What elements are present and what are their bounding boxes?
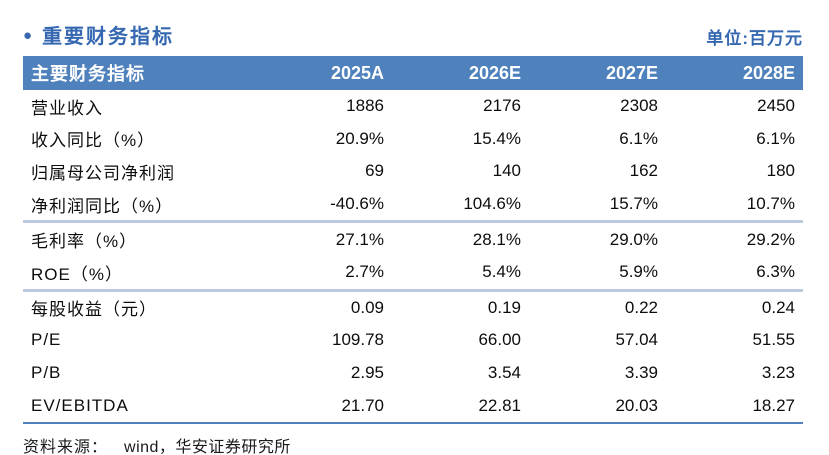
cell-value: 104.6% bbox=[463, 194, 521, 214]
cell-value: 21.70 bbox=[341, 395, 384, 415]
row-label: ROE（%） bbox=[31, 264, 123, 284]
cell-value: 2176 bbox=[483, 96, 521, 116]
source-footer: 资料来源： wind，华安证券研究所 bbox=[23, 433, 829, 455]
source-value: wind，华安证券研究所 bbox=[124, 438, 291, 455]
header-cell-label: 主要财务指标 bbox=[31, 64, 145, 84]
cell-value: 2.95 bbox=[350, 363, 384, 383]
row-label: 收入同比（%） bbox=[31, 131, 156, 151]
cell-value: 2450 bbox=[757, 96, 795, 116]
cell-value: 3.39 bbox=[624, 363, 658, 383]
cell-value: 6.1% bbox=[619, 128, 658, 148]
table-row-roe: ROE（%） 2.7% 5.4% 5.9% 6.3% bbox=[23, 256, 803, 289]
table-row-pe: P/E 109.78 66.00 57.04 51.55 bbox=[23, 324, 803, 357]
row-label: 营业收入 bbox=[31, 98, 103, 118]
cell-value: 1886 bbox=[346, 96, 384, 116]
table-body: 营业收入 1886 2176 2308 2450 收入同比（%） 20.9% 1… bbox=[23, 90, 803, 424]
cell-value: 20.9% bbox=[335, 128, 384, 148]
table-row-revenue: 营业收入 1886 2176 2308 2450 bbox=[23, 90, 803, 123]
cell-value: 15.4% bbox=[472, 128, 521, 148]
table-row-eps: 每股收益（元） 0.09 0.19 0.22 0.24 bbox=[23, 288, 803, 325]
cell-value: 28.1% bbox=[472, 229, 521, 249]
cell-value: 0.09 bbox=[350, 297, 384, 317]
cell-value: 20.03 bbox=[615, 395, 658, 415]
header-cell-2027E: 2027E bbox=[605, 62, 658, 83]
cell-value: 22.81 bbox=[478, 395, 521, 415]
row-label: EV/EBITDA bbox=[31, 395, 129, 415]
table-row-gross-margin: 毛利率（%） 27.1% 28.1% 29.0% 29.2% bbox=[23, 220, 803, 256]
cell-value: -40.6% bbox=[330, 194, 384, 214]
cell-value: 140 bbox=[492, 161, 521, 181]
cell-value: 5.4% bbox=[482, 262, 521, 282]
row-label: P/B bbox=[31, 363, 62, 383]
unit-label: 单位:百万元 bbox=[706, 29, 803, 48]
row-label: 归属母公司净利润 bbox=[31, 163, 175, 183]
table-header-bar: ● 重要财务指标 单位:百万元 bbox=[23, 24, 803, 49]
cell-value: 162 bbox=[629, 161, 658, 181]
cell-value: 0.22 bbox=[624, 297, 658, 317]
table-header-row: 主要财务指标 2025A 2026E 2027E 2028E bbox=[23, 56, 803, 90]
section-title-wrap: ● 重要财务指标 bbox=[23, 20, 174, 49]
cell-value: 18.27 bbox=[752, 395, 795, 415]
cell-value: 69 bbox=[365, 161, 384, 181]
cell-value: 66.00 bbox=[478, 330, 521, 350]
cell-value: 2.7% bbox=[345, 262, 384, 282]
cell-value: 15.7% bbox=[609, 194, 658, 214]
cell-value: 29.0% bbox=[609, 229, 658, 249]
bullet-icon: ● bbox=[23, 27, 33, 44]
cell-value: 180 bbox=[766, 161, 795, 181]
row-label: P/E bbox=[31, 330, 62, 350]
cell-value: 0.19 bbox=[487, 297, 521, 317]
cell-value: 51.55 bbox=[752, 330, 795, 350]
row-label: 每股收益（元） bbox=[31, 300, 157, 320]
cell-value: 57.04 bbox=[615, 330, 658, 350]
table-row-net-profit: 归属母公司净利润 69 140 162 180 bbox=[23, 155, 803, 188]
cell-value: 6.3% bbox=[756, 262, 795, 282]
header-cell-2026E: 2026E bbox=[468, 62, 521, 83]
cell-value: 5.9% bbox=[619, 262, 658, 282]
header-cell-2028E: 2028E bbox=[742, 62, 795, 83]
cell-value: 27.1% bbox=[335, 229, 384, 249]
header-cell-2025A: 2025A bbox=[330, 62, 384, 83]
table-row-revenue-yoy: 收入同比（%） 20.9% 15.4% 6.1% 6.1% bbox=[23, 123, 803, 156]
cell-value: 3.54 bbox=[487, 363, 521, 383]
cell-value: 2308 bbox=[620, 96, 658, 116]
financial-metrics-table: 主要财务指标 2025A 2026E 2027E 2028E 营业收入 1886… bbox=[23, 56, 803, 424]
row-label: 净利润同比（%） bbox=[31, 196, 174, 216]
table-row-pb: P/B 2.95 3.54 3.39 3.23 bbox=[23, 357, 803, 390]
cell-value: 3.23 bbox=[761, 363, 795, 383]
cell-value: 10.7% bbox=[746, 194, 795, 214]
cell-value: 109.78 bbox=[332, 330, 384, 350]
cell-value: 29.2% bbox=[746, 229, 795, 249]
cell-value: 6.1% bbox=[756, 128, 795, 148]
table-row-net-profit-yoy: 净利润同比（%） -40.6% 104.6% 15.7% 10.7% bbox=[23, 188, 803, 221]
page-title: 重要财务指标 bbox=[42, 26, 175, 48]
row-label: 毛利率（%） bbox=[31, 232, 138, 252]
cell-value: 0.24 bbox=[761, 297, 795, 317]
source-label: 资料来源： bbox=[23, 438, 109, 455]
table-row-ev-ebitda: EV/EBITDA 21.70 22.81 20.03 18.27 bbox=[23, 389, 803, 422]
